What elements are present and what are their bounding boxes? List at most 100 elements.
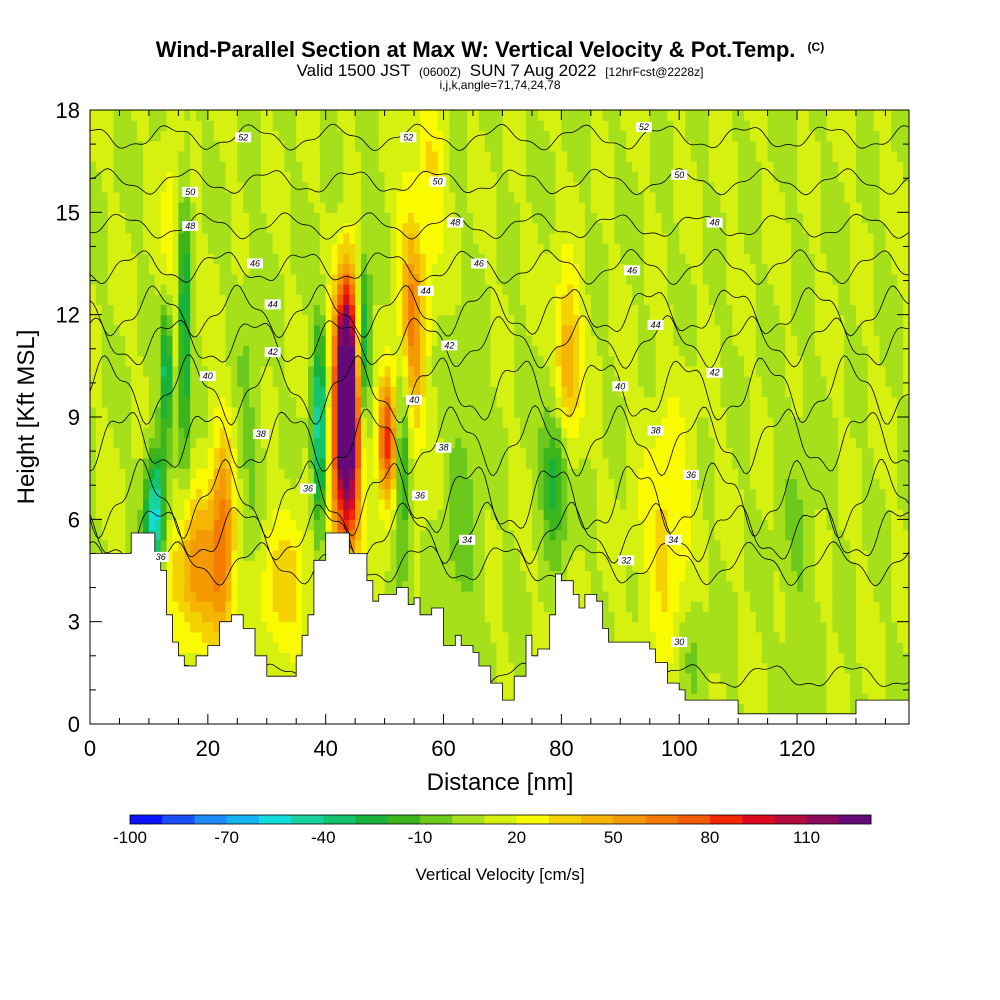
velocity-cell — [531, 529, 539, 541]
velocity-cell — [390, 539, 397, 551]
velocity-cell — [526, 570, 533, 582]
velocity-cell — [290, 396, 297, 408]
velocity-cell — [472, 550, 480, 561]
velocity-cell — [278, 580, 286, 592]
velocity-cell — [461, 509, 468, 520]
velocity-cell — [490, 324, 498, 336]
velocity-cell — [343, 457, 350, 469]
velocity-cell — [160, 437, 168, 449]
velocity-cell — [390, 529, 397, 541]
velocity-cell — [225, 611, 233, 623]
velocity-cell — [396, 396, 403, 408]
velocity-cell — [349, 304, 356, 316]
velocity-cell — [549, 202, 557, 213]
velocity-cell — [461, 560, 468, 572]
velocity-cell — [502, 488, 509, 500]
velocity-cell — [437, 202, 445, 213]
velocity-cell — [549, 601, 557, 613]
velocity-cell — [95, 335, 103, 346]
velocity-cell — [419, 253, 427, 265]
velocity-cell — [461, 304, 468, 316]
velocity-cell — [308, 417, 315, 428]
velocity-cell — [372, 468, 380, 479]
velocity-cell — [419, 386, 427, 398]
velocity-cell — [290, 560, 297, 572]
velocity-cell — [107, 478, 115, 490]
velocity-cell — [408, 202, 415, 213]
velocity-cell — [284, 662, 291, 674]
velocity-cell — [366, 273, 374, 285]
velocity-cell — [461, 324, 468, 336]
velocity-cell — [272, 273, 280, 285]
velocity-cell — [496, 191, 504, 203]
velocity-cell — [343, 468, 350, 479]
velocity-cell — [101, 202, 109, 213]
velocity-cell — [243, 355, 250, 367]
velocity-cell — [119, 212, 126, 224]
velocity-cell — [431, 386, 439, 398]
velocity-cell — [514, 191, 521, 203]
velocity-cell — [378, 294, 386, 306]
velocity-cell — [496, 140, 504, 152]
velocity-cell — [455, 243, 462, 254]
velocity-cell — [319, 171, 327, 183]
velocity-cell — [148, 386, 156, 398]
velocity-cell — [249, 376, 256, 387]
velocity-cell — [520, 457, 527, 469]
velocity-cell — [414, 181, 421, 193]
velocity-cell — [461, 539, 468, 551]
velocity-cell — [178, 273, 185, 285]
velocity-cell — [349, 447, 356, 459]
velocity-cell — [502, 232, 509, 244]
velocity-cell — [449, 365, 456, 377]
velocity-cell — [190, 611, 197, 623]
velocity-cell — [213, 550, 221, 561]
velocity-cell — [537, 130, 545, 142]
velocity-cell — [260, 447, 268, 459]
velocity-cell — [549, 140, 557, 152]
velocity-cell — [143, 202, 150, 213]
velocity-cell — [355, 345, 362, 357]
velocity-cell — [213, 611, 221, 623]
velocity-cell — [272, 570, 280, 582]
velocity-cell — [290, 478, 297, 490]
velocity-cell — [296, 427, 303, 439]
velocity-cell — [249, 181, 256, 193]
velocity-cell — [243, 314, 250, 326]
velocity-cell — [396, 386, 403, 398]
velocity-cell — [431, 304, 439, 316]
velocity-cell — [520, 631, 527, 643]
velocity-cell — [119, 427, 126, 439]
velocity-cell — [372, 478, 380, 490]
velocity-cell — [237, 345, 244, 357]
velocity-cell — [531, 550, 539, 561]
velocity-cell — [260, 120, 268, 132]
velocity-cell — [484, 150, 492, 162]
velocity-cell — [437, 191, 445, 203]
velocity-cell — [90, 365, 97, 377]
velocity-cell — [537, 324, 545, 336]
velocity-cell — [296, 283, 303, 295]
velocity-cell — [296, 417, 303, 428]
velocity-cell — [561, 488, 568, 500]
velocity-cell — [425, 294, 433, 306]
velocity-cell — [496, 601, 504, 613]
velocity-cell — [290, 304, 297, 316]
velocity-cell — [567, 294, 574, 306]
velocity-cell — [396, 243, 403, 254]
velocity-cell — [537, 150, 545, 162]
velocity-cell — [372, 294, 380, 306]
velocity-cell — [101, 437, 109, 449]
velocity-cell — [414, 202, 421, 213]
velocity-cell — [508, 580, 515, 592]
velocity-cell — [119, 406, 126, 418]
velocity-cell — [378, 314, 386, 326]
velocity-cell — [520, 570, 527, 582]
velocity-cell — [349, 120, 356, 132]
velocity-cell — [201, 150, 209, 162]
velocity-cell — [184, 631, 191, 643]
velocity-cell — [396, 335, 403, 346]
velocity-cell — [520, 130, 527, 142]
velocity-cell — [372, 437, 380, 449]
velocity-cell — [95, 417, 103, 428]
